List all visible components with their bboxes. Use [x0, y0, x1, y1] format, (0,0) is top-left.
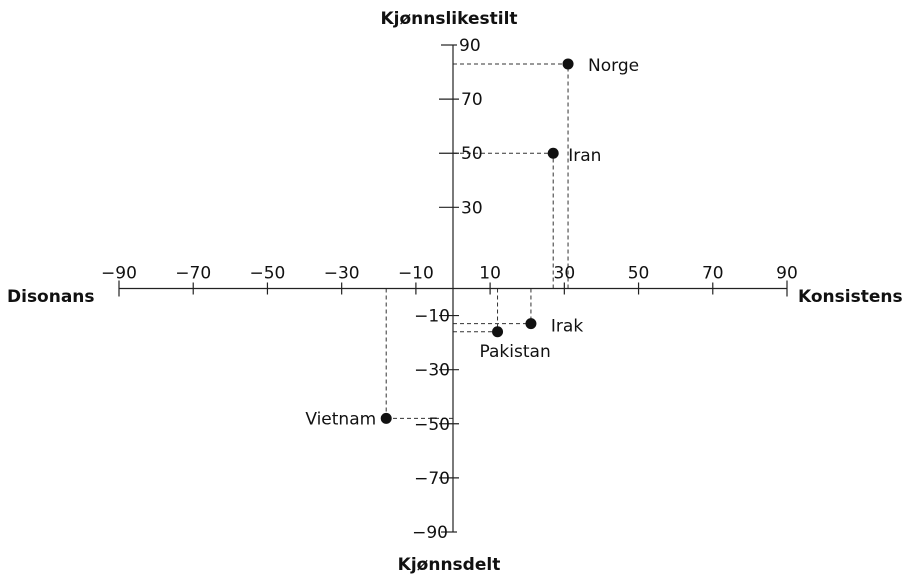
x-axis-title-right: Konsistens	[798, 287, 903, 307]
point-label: Iran	[568, 146, 601, 166]
x-tick-label: −10	[398, 264, 434, 284]
y-tick-label: −10	[414, 307, 450, 327]
point-label: Irak	[551, 317, 583, 337]
y-tick-label: −30	[414, 361, 450, 381]
x-tick-label: 90	[776, 264, 798, 284]
y-tick-label: −70	[414, 469, 450, 489]
guide-lines	[385, 63, 569, 419]
y-tick-label: −50	[414, 415, 450, 435]
x-tick-label: −50	[249, 264, 285, 284]
data-point	[547, 147, 559, 159]
y-tick-label: 70	[461, 90, 483, 110]
x-tick-label: 50	[628, 264, 650, 284]
x-tick-label: −30	[324, 264, 360, 284]
x-tick-label: −70	[175, 264, 211, 284]
x-tick-label: 10	[479, 264, 501, 284]
y-axis-title-top: Kjønnslikestilt	[380, 9, 517, 29]
data-point	[492, 326, 504, 338]
data-point	[562, 58, 574, 70]
y-tick-label: 50	[461, 144, 483, 164]
data-point	[380, 412, 392, 424]
y-tick-label: −90	[412, 523, 448, 543]
x-axis-ticks: −90 −70 −50 −30 −10 10 30 50 70 90	[101, 264, 798, 297]
y-axis-title-bottom: Kjønnsdelt	[398, 555, 501, 575]
point-label: Vietnam	[305, 409, 376, 429]
x-axis-title-left: Disonans	[7, 287, 95, 307]
point-label: Norge	[588, 56, 639, 76]
x-tick-label: −90	[101, 264, 137, 284]
point-label: Pakistan	[480, 342, 551, 362]
y-tick-label: 30	[461, 198, 483, 218]
x-tick-label: 30	[554, 264, 576, 284]
y-axis-ticks: 90 70 50 30 −10 −30 −50 −70 −90	[412, 36, 483, 543]
x-tick-label: 70	[702, 264, 724, 284]
data-point	[525, 318, 537, 330]
y-tick-label: 90	[459, 36, 481, 56]
